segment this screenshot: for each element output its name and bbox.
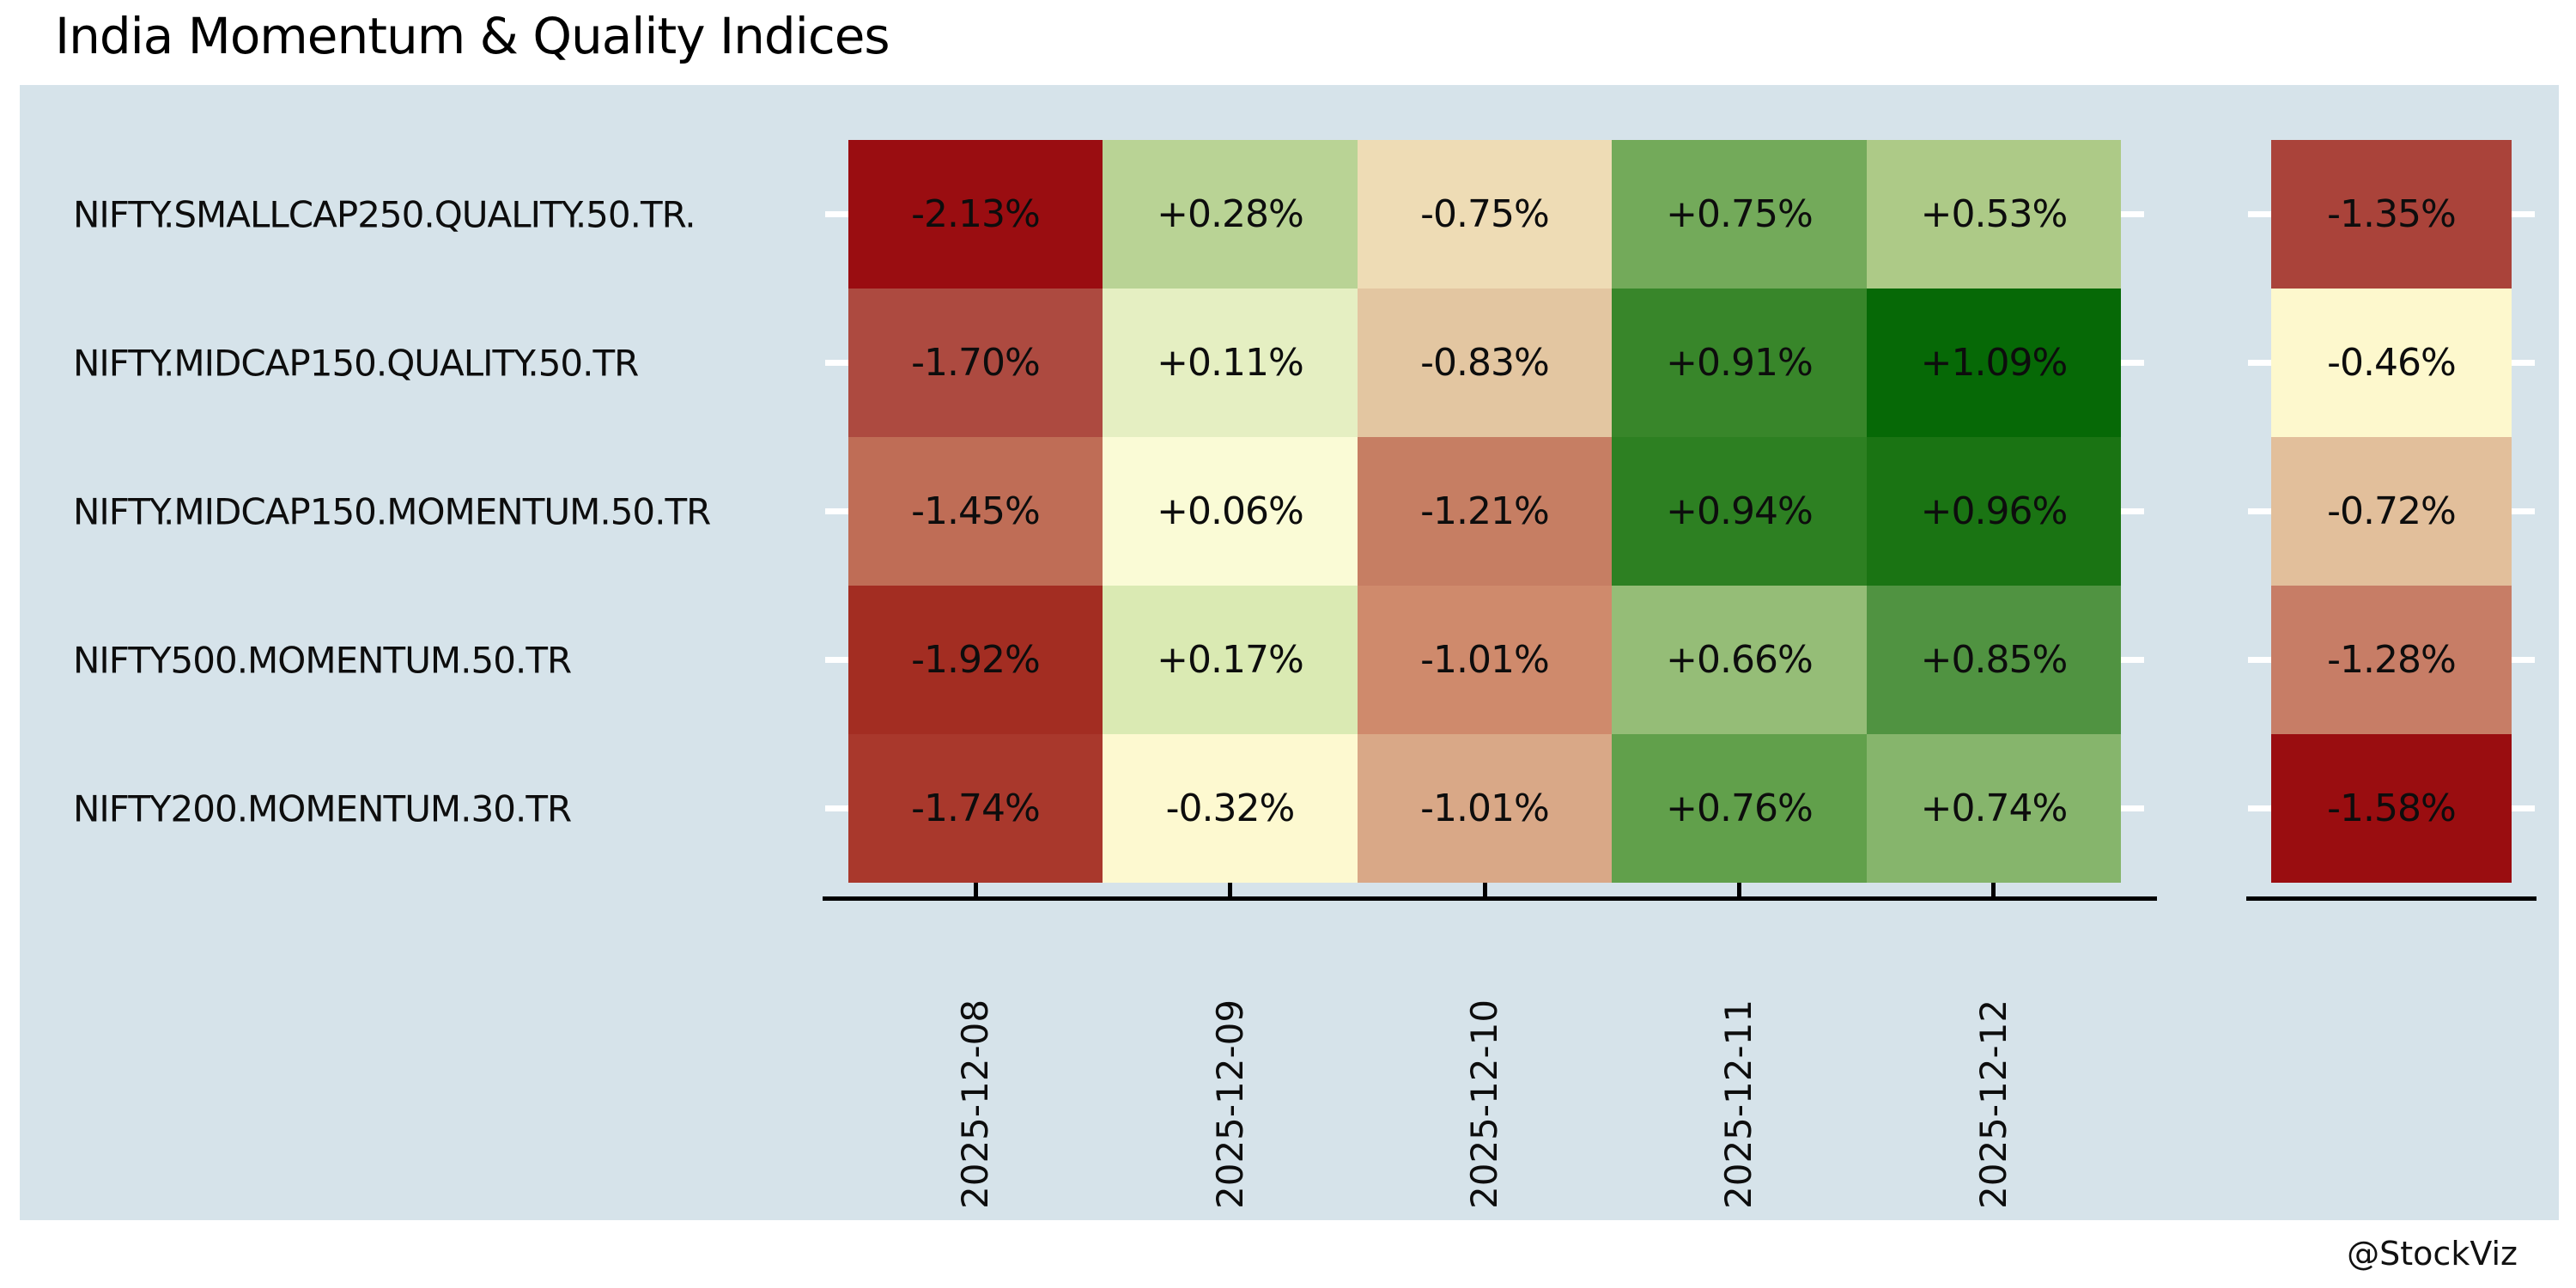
heatmap-cell: -1.92% — [848, 586, 1103, 734]
heatmap-cell: +0.85% — [1867, 586, 2121, 734]
row-label: NIFTY.MIDCAP150.MOMENTUM.50.TR — [73, 490, 711, 532]
heatmap-cell: -1.21% — [1358, 437, 1612, 586]
heatmap-cell: +0.96% — [1867, 437, 2121, 586]
y-tick — [2512, 805, 2535, 811]
x-tick-label: 2025-12-10 — [1463, 999, 1505, 1209]
y-tick — [2248, 360, 2271, 366]
summary-cell: -1.58% — [2271, 734, 2512, 883]
x-tick — [1228, 883, 1233, 898]
heatmap-cell: +0.17% — [1103, 586, 1358, 734]
x-tick — [1736, 883, 1741, 898]
heatmap-cell: +0.75% — [1612, 140, 1867, 289]
y-tick — [2248, 805, 2271, 811]
x-tick — [973, 883, 978, 898]
row-label: NIFTY200.MOMENTUM.30.TR — [73, 787, 572, 829]
heatmap-cell: -0.83% — [1358, 289, 1612, 437]
heatmap-cell: +0.53% — [1867, 140, 2121, 289]
heatmap-cell: -0.32% — [1103, 734, 1358, 883]
heatmap-cell: -1.74% — [848, 734, 1103, 883]
summary-cell: -0.72% — [2271, 437, 2512, 586]
heatmap-cell: -1.70% — [848, 289, 1103, 437]
y-tick — [2512, 508, 2535, 514]
x-axis-line-summary — [2246, 896, 2537, 901]
heatmap-cell: -1.45% — [848, 437, 1103, 586]
x-tick-label: 2025-12-11 — [1717, 999, 1760, 1209]
x-axis-line-main — [823, 896, 2157, 901]
y-tick — [2121, 211, 2144, 217]
heatmap-cell: -0.75% — [1358, 140, 1612, 289]
chart-title: India Momentum & Quality Indices — [55, 7, 890, 65]
x-tick-label: 2025-12-09 — [1208, 999, 1251, 1209]
y-tick — [825, 360, 848, 366]
y-tick — [2512, 360, 2535, 366]
heatmap-cell: -1.01% — [1358, 586, 1612, 734]
y-tick — [825, 657, 848, 663]
heatmap-cell: +0.66% — [1612, 586, 1867, 734]
watermark: @StockViz — [2347, 1235, 2518, 1273]
x-tick-label: 2025-12-12 — [1971, 999, 2014, 1209]
heatmap-cell: +0.11% — [1103, 289, 1358, 437]
heatmap-cell: -2.13% — [848, 140, 1103, 289]
row-label: NIFTY.SMALLCAP250.QUALITY.50.TR. — [73, 193, 696, 235]
row-label: NIFTY.MIDCAP150.QUALITY.50.TR — [73, 342, 639, 384]
heatmap-cell: +0.91% — [1612, 289, 1867, 437]
y-tick — [2512, 657, 2535, 663]
y-tick — [2512, 211, 2535, 217]
summary-cell: -1.35% — [2271, 140, 2512, 289]
y-tick — [2121, 360, 2144, 366]
y-tick — [825, 805, 848, 811]
y-tick — [2121, 657, 2144, 663]
x-tick — [1482, 883, 1487, 898]
row-label: NIFTY500.MOMENTUM.50.TR — [73, 639, 572, 681]
y-tick — [2248, 211, 2271, 217]
heatmap-cell: -1.01% — [1358, 734, 1612, 883]
x-tick — [1991, 883, 1996, 898]
y-tick — [825, 211, 848, 217]
summary-cell: -0.46% — [2271, 289, 2512, 437]
y-tick — [2121, 508, 2144, 514]
heatmap-cell: +0.94% — [1612, 437, 1867, 586]
heatmap-cell: +0.06% — [1103, 437, 1358, 586]
heatmap-cell: +0.74% — [1867, 734, 2121, 883]
heatmap-cell: +1.09% — [1867, 289, 2121, 437]
y-tick — [2248, 508, 2271, 514]
summary-cell: -1.28% — [2271, 586, 2512, 734]
x-tick-label: 2025-12-08 — [954, 999, 997, 1209]
y-tick — [2121, 805, 2144, 811]
y-tick — [825, 508, 848, 514]
heatmap-cell: +0.76% — [1612, 734, 1867, 883]
y-tick — [2248, 657, 2271, 663]
heatmap-cell: +0.28% — [1103, 140, 1358, 289]
